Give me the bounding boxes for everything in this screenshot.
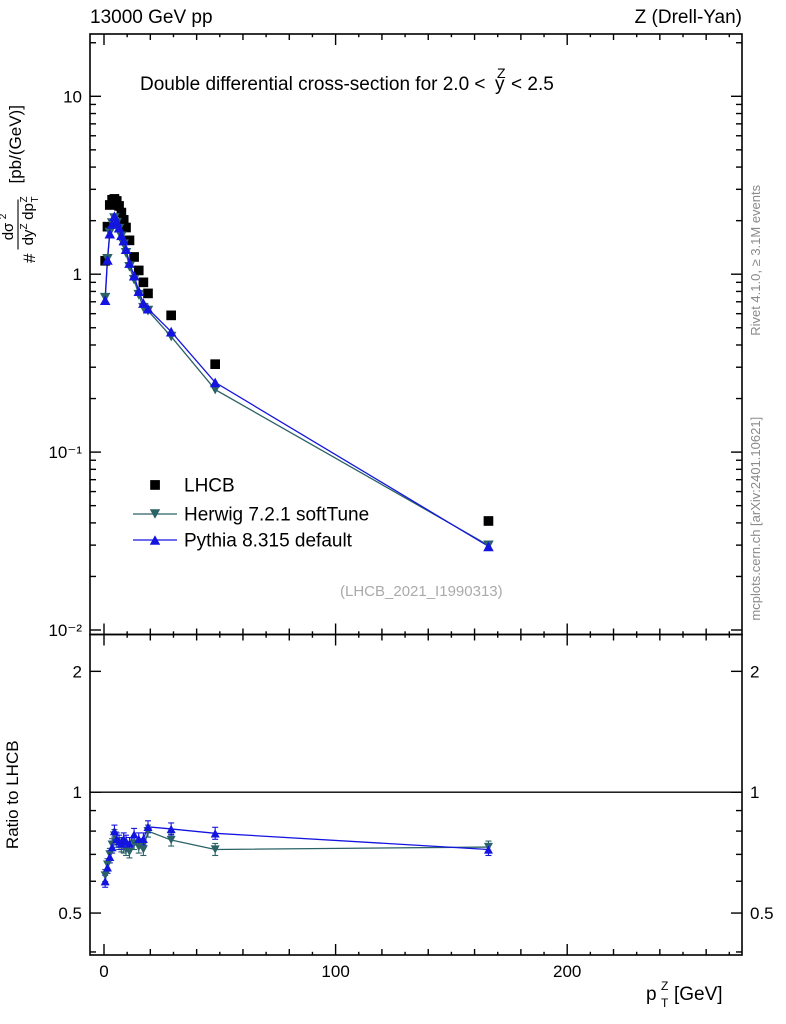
svg-text:0.5: 0.5 — [750, 904, 774, 923]
svg-text:#: # — [20, 253, 39, 263]
svg-text:[pb/(GeV)]: [pb/(GeV)] — [6, 105, 25, 183]
svg-text:dp: dp — [20, 203, 37, 220]
svg-text:100: 100 — [321, 962, 349, 981]
svg-text:LHCB: LHCB — [184, 476, 235, 497]
svg-text:(LHCB_2021_I1990313): (LHCB_2021_I1990313) — [340, 583, 503, 600]
svg-text:Rivet 4.1.0, ≥ 3.1M events: Rivet 4.1.0, ≥ 3.1M events — [748, 184, 763, 335]
svg-text:Z: Z — [661, 979, 668, 993]
svg-text:[GeV]: [GeV] — [674, 984, 723, 1005]
svg-text:1: 1 — [750, 783, 759, 802]
svg-text:mcplots.cern.ch [arXiv:2401.10: mcplots.cern.ch [arXiv:2401.10621] — [748, 417, 763, 621]
svg-text:dσ: dσ — [0, 222, 17, 240]
svg-text:T: T — [30, 196, 41, 202]
svg-text:Z (Drell-Yan): Z (Drell-Yan) — [635, 7, 742, 28]
svg-text:2: 2 — [73, 662, 82, 681]
svg-text:p: p — [646, 984, 657, 1005]
svg-text:Z: Z — [19, 196, 30, 202]
svg-text:13000 GeV pp: 13000 GeV pp — [90, 7, 213, 28]
svg-text:10: 10 — [63, 87, 82, 106]
svg-text:Z: Z — [497, 65, 506, 81]
svg-text:Pythia 8.315 default: Pythia 8.315 default — [184, 531, 353, 552]
svg-text:0: 0 — [99, 962, 108, 981]
svg-text:< 2.5: < 2.5 — [511, 74, 554, 95]
svg-text:Herwig 7.2.1 softTune: Herwig 7.2.1 softTune — [184, 505, 369, 526]
svg-text:0.5: 0.5 — [58, 904, 82, 923]
svg-text:Z: Z — [19, 223, 30, 229]
svg-text:200: 200 — [553, 962, 581, 981]
svg-text:dy: dy — [20, 229, 37, 245]
svg-text:10⁻²: 10⁻² — [48, 621, 82, 640]
svg-text:10⁻¹: 10⁻¹ — [48, 443, 82, 462]
svg-text:T: T — [661, 996, 669, 1010]
svg-text:Double differential cross-sect: Double differential cross-section for 2.… — [140, 74, 486, 95]
svg-text:2: 2 — [750, 662, 759, 681]
svg-text:1: 1 — [73, 783, 82, 802]
svg-text:2: 2 — [0, 213, 9, 219]
svg-text:Ratio to LHCB: Ratio to LHCB — [3, 740, 22, 849]
svg-text:1: 1 — [73, 265, 82, 284]
